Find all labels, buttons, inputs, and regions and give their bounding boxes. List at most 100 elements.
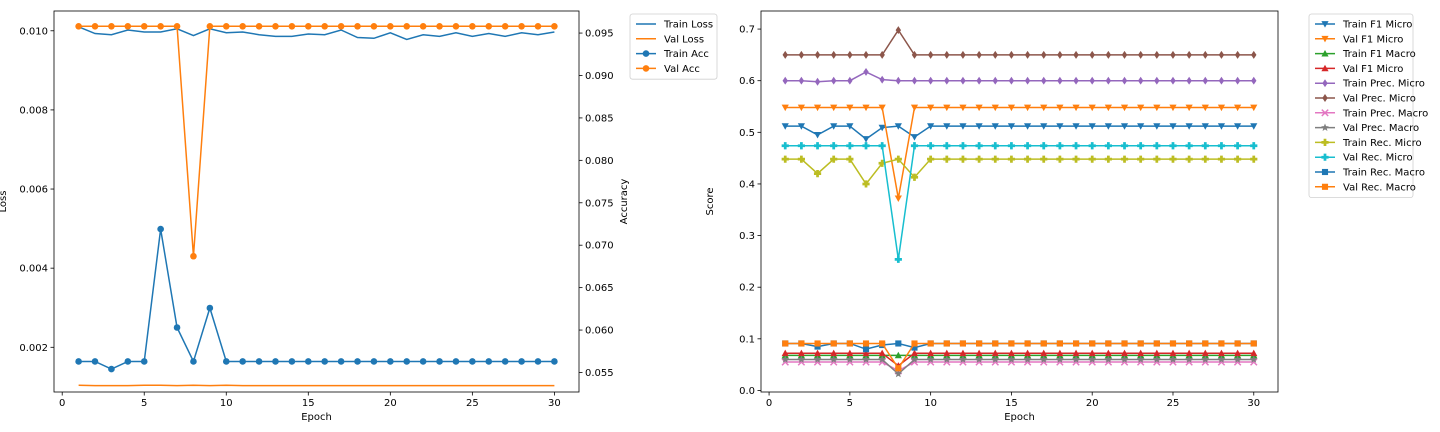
data-point xyxy=(75,358,82,365)
data-point xyxy=(1007,155,1016,163)
data-point xyxy=(1249,355,1258,363)
data-point xyxy=(1185,104,1193,112)
data-point xyxy=(1218,340,1225,347)
data-point xyxy=(1169,355,1177,363)
data-point xyxy=(927,76,934,85)
x-tick-label: 25 xyxy=(1167,398,1180,409)
data-point xyxy=(1023,123,1032,130)
data-point xyxy=(845,355,854,363)
data-point xyxy=(551,22,558,30)
series-train-f1-micro xyxy=(781,123,1258,143)
data-point xyxy=(75,22,82,30)
data-point xyxy=(1023,349,1032,357)
data-point xyxy=(1072,123,1080,130)
data-point xyxy=(190,358,197,365)
data-point xyxy=(1072,104,1080,112)
data-point xyxy=(813,170,822,178)
data-point xyxy=(927,349,935,357)
data-point xyxy=(1120,155,1129,163)
legend-entry: Val Acc xyxy=(636,64,700,75)
series-line xyxy=(785,106,1254,199)
y-tick-label: 0.002 xyxy=(19,343,48,354)
data-point xyxy=(1073,50,1079,59)
legend-marker xyxy=(1321,183,1329,190)
legend-marker xyxy=(1321,50,1329,57)
data-point xyxy=(1250,349,1258,357)
data-point xyxy=(124,358,132,365)
data-point xyxy=(976,76,982,85)
data-point xyxy=(1250,155,1258,163)
data-point xyxy=(1152,355,1161,363)
data-point xyxy=(1169,104,1177,112)
legend-label: Val Acc xyxy=(664,64,700,75)
legend-marker xyxy=(1321,64,1329,72)
data-point xyxy=(1120,349,1129,357)
data-point xyxy=(1023,355,1032,363)
data-point xyxy=(272,22,279,30)
data-point xyxy=(1105,50,1112,59)
data-point xyxy=(1185,123,1193,130)
y-tick-label: 0.3 xyxy=(739,231,755,242)
data-point xyxy=(387,358,394,365)
x-tick-label: 10 xyxy=(220,398,233,409)
series-line xyxy=(785,28,1254,56)
data-point xyxy=(1024,76,1031,85)
data-point xyxy=(959,142,967,150)
data-point xyxy=(1072,155,1080,163)
data-point xyxy=(879,340,886,347)
data-point xyxy=(1137,50,1144,59)
data-point xyxy=(1234,340,1241,347)
data-point xyxy=(863,67,869,76)
data-point xyxy=(1169,142,1177,150)
data-point xyxy=(190,252,197,260)
data-point xyxy=(1202,340,1209,347)
data-point xyxy=(1040,123,1048,130)
y2-tick-label: 0.065 xyxy=(585,283,614,294)
data-point xyxy=(1153,142,1161,150)
data-point xyxy=(1250,340,1257,347)
series-train-rec-micro xyxy=(781,155,1258,188)
data-point xyxy=(1185,349,1193,357)
data-point xyxy=(813,132,822,139)
data-point xyxy=(1137,123,1145,130)
data-point xyxy=(1250,104,1258,112)
data-point xyxy=(1251,50,1257,59)
data-point xyxy=(813,349,822,357)
data-point xyxy=(992,340,999,347)
data-point xyxy=(1233,355,1242,363)
data-point xyxy=(814,340,821,347)
y2-tick-label: 0.095 xyxy=(585,29,614,40)
data-point xyxy=(798,340,805,347)
data-point xyxy=(1217,142,1226,150)
series-line xyxy=(785,158,1254,186)
data-point xyxy=(1217,155,1226,163)
data-point xyxy=(206,304,214,312)
data-point xyxy=(1057,50,1063,59)
y-tick-label: 0.1 xyxy=(739,334,755,345)
data-point xyxy=(1169,123,1177,130)
data-point xyxy=(140,358,148,365)
x-axis-label: Epoch xyxy=(1004,412,1035,423)
y2-tick-label: 0.090 xyxy=(585,71,614,82)
x-tick-label: 30 xyxy=(548,398,561,409)
data-point xyxy=(830,340,837,347)
data-point xyxy=(959,340,967,347)
data-point xyxy=(1072,355,1080,363)
series-line xyxy=(785,352,1254,367)
x-tick-label: 20 xyxy=(1086,398,1099,409)
data-point xyxy=(140,22,148,30)
data-point xyxy=(846,340,853,347)
series-line xyxy=(78,25,555,257)
legend-label: Val Loss xyxy=(664,34,704,45)
legend-entry: Val Prec. Micro xyxy=(1315,94,1416,105)
legend: Train F1 Micro Val F1 Micro Train F1 Macro… xyxy=(1308,13,1428,199)
data-point xyxy=(798,76,805,85)
data-point xyxy=(1234,123,1242,130)
y-tick-label: 0.6 xyxy=(739,76,755,87)
data-point xyxy=(534,358,542,365)
data-point xyxy=(862,349,870,357)
data-point xyxy=(1154,76,1160,85)
data-point xyxy=(419,22,427,30)
x-tick-label: 0 xyxy=(59,398,65,409)
